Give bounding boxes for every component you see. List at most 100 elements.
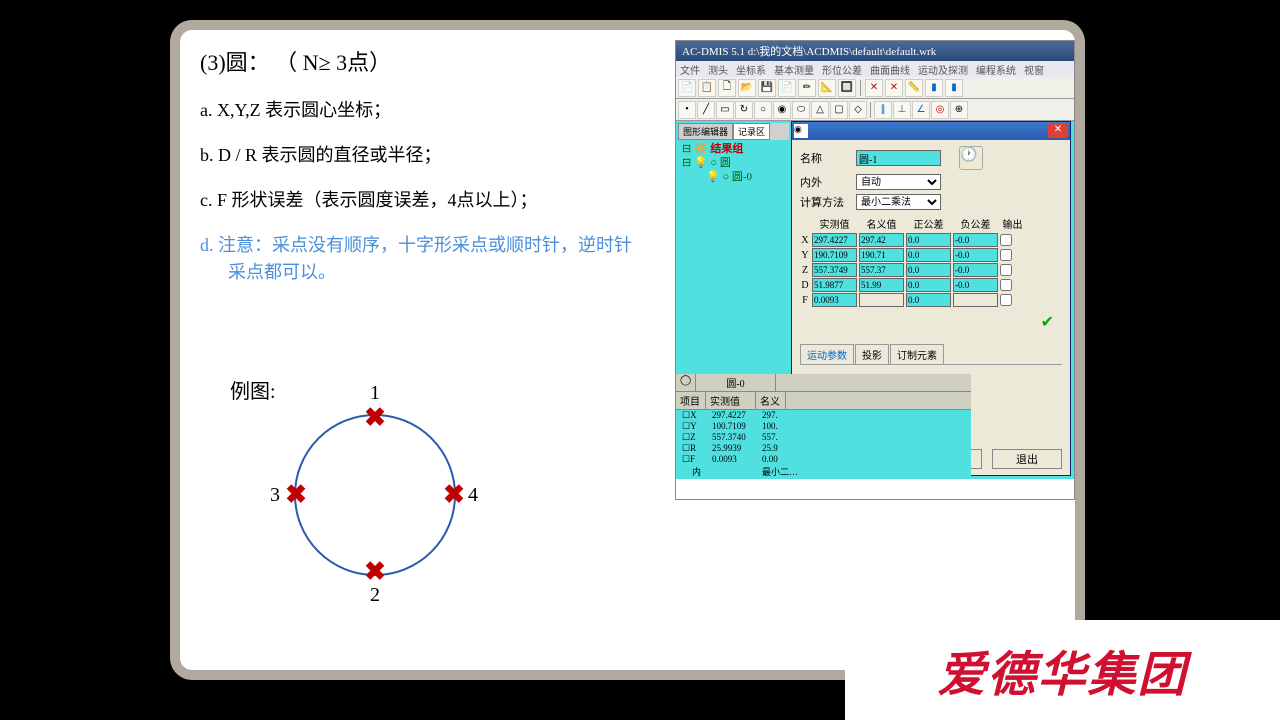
tool-icon[interactable]: ▢ <box>830 101 848 119</box>
cell-input[interactable] <box>906 293 951 307</box>
tab-2[interactable]: 投影 <box>855 344 889 364</box>
bt-f1: 内 <box>678 465 708 478</box>
output-checkbox[interactable] <box>1000 264 1012 276</box>
cell-input[interactable] <box>812 263 857 277</box>
tool-icon[interactable]: ↻ <box>735 101 753 119</box>
tool-icon[interactable]: △ <box>811 101 829 119</box>
tool-icon[interactable]: 🔲 <box>838 79 856 97</box>
row-label: F <box>800 295 810 306</box>
tree-leaf[interactable]: 💡 ○ 圆-0 <box>678 170 789 184</box>
tool-icon[interactable]: ✕ <box>865 79 883 97</box>
cell-input[interactable] <box>859 233 904 247</box>
tool-icon[interactable]: ◇ <box>849 101 867 119</box>
tool-icon[interactable]: 📂 <box>738 79 756 97</box>
cell-input[interactable] <box>859 248 904 262</box>
cell-input[interactable] <box>953 248 998 262</box>
inout-label: 内外 <box>800 174 850 190</box>
tool-icon[interactable]: 📄 <box>678 79 696 97</box>
cell-input[interactable] <box>812 233 857 247</box>
dialog-icon: ◉ <box>794 124 808 138</box>
tool-icon[interactable]: ∠ <box>912 101 930 119</box>
output-checkbox[interactable] <box>1000 279 1012 291</box>
cancel-button[interactable]: 退出 <box>992 449 1062 469</box>
tool-icon[interactable]: • <box>678 101 696 119</box>
menu-2[interactable]: 坐标系 <box>736 62 766 76</box>
logo-banner: 爱德华集团 <box>845 620 1280 720</box>
bt-item: 圆-0 <box>696 374 776 391</box>
menu-3[interactable]: 基本测量 <box>774 62 814 76</box>
bt-row: ☐F0.00930.00 <box>676 454 971 465</box>
grid-row: Z <box>800 263 1062 277</box>
app-title: AC-DMIS 5.1 d:\我的文档\ACDMIS\default\defau… <box>682 43 936 59</box>
cell-input[interactable] <box>953 293 998 307</box>
menu-7[interactable]: 编程系统 <box>976 62 1016 76</box>
hdr-4: 负公差 <box>953 216 998 231</box>
hdr-1: 实测值 <box>812 216 857 231</box>
cell-input[interactable] <box>906 248 951 262</box>
tool-icon[interactable]: 📐 <box>818 79 836 97</box>
bt-f2: 最小二… <box>758 465 802 478</box>
inout-select[interactable]: 自动 <box>856 174 941 190</box>
cell-input[interactable] <box>859 293 904 307</box>
hdr-5: 输出 <box>1000 216 1025 231</box>
tool-icon[interactable]: ✕ <box>885 79 903 97</box>
cell-input[interactable] <box>953 278 998 292</box>
name-input[interactable]: 圆-1 <box>856 150 941 166</box>
tool-icon[interactable]: ▭ <box>716 101 734 119</box>
heading: (3)圆： （ N≥ 3点） <box>200 45 640 77</box>
tool-icon[interactable]: 📋 <box>698 79 716 97</box>
tool-icon[interactable]: ∥ <box>874 101 892 119</box>
cell-input[interactable] <box>859 278 904 292</box>
tab-1[interactable]: 运动参数 <box>800 344 854 364</box>
output-checkbox[interactable] <box>1000 234 1012 246</box>
tool-icon[interactable]: ▮ <box>945 79 963 97</box>
tool-icon[interactable]: ⊥ <box>893 101 911 119</box>
method-select[interactable]: 最小二乘法 <box>856 194 941 210</box>
tab-3[interactable]: 订制元素 <box>890 344 944 364</box>
tool-icon[interactable]: 💾 <box>758 79 776 97</box>
cell-input[interactable] <box>859 263 904 277</box>
output-checkbox[interactable] <box>1000 294 1012 306</box>
tool-icon[interactable]: ⬭ <box>792 101 810 119</box>
method-label: 计算方法 <box>800 194 850 210</box>
cell-input[interactable] <box>812 278 857 292</box>
hdr-3: 正公差 <box>906 216 951 231</box>
menu-5[interactable]: 曲面曲线 <box>870 62 910 76</box>
tool-icon[interactable]: ╱ <box>697 101 715 119</box>
cell-input[interactable] <box>953 233 998 247</box>
menu-6[interactable]: 运动及探测 <box>918 62 968 76</box>
tool-icon[interactable]: ◉ <box>773 101 791 119</box>
cell-input[interactable] <box>812 248 857 262</box>
tool-icon[interactable]: ○ <box>754 101 772 119</box>
tool-icon[interactable]: ◎ <box>931 101 949 119</box>
menu-8[interactable]: 视窗 <box>1024 62 1044 76</box>
tree-root[interactable]: ⊟ 🔆 结果组 <box>678 142 789 156</box>
tool-icon[interactable]: ✏ <box>798 79 816 97</box>
output-checkbox[interactable] <box>1000 249 1012 261</box>
num-1: 1 <box>370 382 380 405</box>
bt-col-3: 名义 <box>756 392 786 409</box>
checkmark-icon[interactable]: ✔ <box>800 308 1062 336</box>
menu-0[interactable]: 文件 <box>680 62 700 76</box>
tool-icon[interactable]: 🗋 <box>718 79 736 97</box>
bt-row: ☐Z557.3740557. <box>676 432 971 443</box>
cell-input[interactable] <box>953 263 998 277</box>
cell-input[interactable] <box>906 278 951 292</box>
tool-icon[interactable]: 📄 <box>778 79 796 97</box>
tool-icon[interactable]: ⊕ <box>950 101 968 119</box>
content-left: (3)圆： （ N≥ 3点） a. X,Y,Z 表示圆心坐标； b. D / R… <box>200 45 640 304</box>
menu-1[interactable]: 测头 <box>708 62 728 76</box>
menu-4[interactable]: 形位公差 <box>822 62 862 76</box>
refresh-button[interactable]: 🕐 <box>959 146 983 170</box>
tree-tab-2[interactable]: 记录区 <box>733 123 770 140</box>
tree-tab-1[interactable]: 图形编辑器 <box>678 123 733 140</box>
tree-child[interactable]: ⊟ 💡 ○ 圆 <box>678 156 789 170</box>
cell-input[interactable] <box>812 293 857 307</box>
hdr-2: 名义值 <box>859 216 904 231</box>
tool-icon[interactable]: 📏 <box>905 79 923 97</box>
cell-input[interactable] <box>906 233 951 247</box>
close-button[interactable]: ✕ <box>1048 124 1068 138</box>
tool-icon[interactable]: ▮ <box>925 79 943 97</box>
name-label: 名称 <box>800 150 850 166</box>
cell-input[interactable] <box>906 263 951 277</box>
